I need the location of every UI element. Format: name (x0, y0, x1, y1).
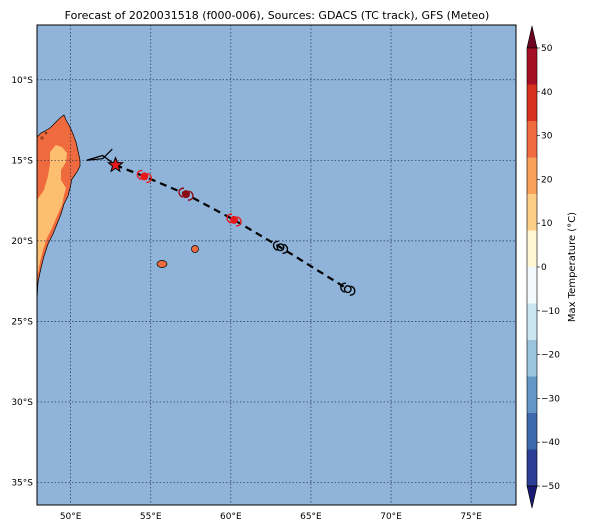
reunion-island (156, 260, 168, 268)
cyclone-arm (282, 243, 289, 254)
ocean (37, 25, 516, 505)
latitude-label: 15°S (11, 156, 33, 166)
colorbar-band (527, 48, 537, 85)
colorbar-tick-label: 50 (541, 44, 553, 54)
latitude-label: 20°S (11, 237, 33, 247)
cyclone-arm (187, 190, 194, 201)
longitude-labels: 50°E 55°E 60°E 65°E 70°E 75°E (60, 512, 482, 522)
colorbar-band (527, 267, 537, 304)
figure-title: Forecast of 2020031518 (f000-006), Sourc… (65, 9, 490, 22)
cyclone-arm (272, 240, 279, 251)
cyclone-arm (226, 213, 233, 224)
colorbar-band (527, 194, 537, 231)
colorbar-band (527, 157, 537, 194)
graticule (37, 25, 516, 505)
latitude-label: 30°S (11, 398, 33, 408)
colorbar-min-arrow (526, 485, 538, 509)
colorbar: 50 40 30 20 10 0 −10 −20 −30 −40 −50 Max Temperatu… (526, 25, 578, 509)
cyclone-arm (136, 169, 143, 181)
colorbar-tick-label: 0 (541, 263, 547, 273)
colorbar-band (527, 303, 537, 340)
cyclone-track (86, 148, 356, 296)
cyclone-arm (235, 216, 242, 227)
cyclone-symbol (272, 240, 289, 254)
latitude-label: 35°S (11, 478, 33, 488)
colorbar-band (527, 340, 537, 377)
cyclone-center (181, 190, 190, 199)
cyclone-symbol (136, 169, 153, 184)
cyclone-center (140, 172, 149, 181)
observed-track-line (86, 154, 116, 166)
colorbar-tick-label: −20 (541, 351, 560, 361)
longitude-label: 50°E (60, 512, 82, 522)
cyclone-arm (178, 187, 185, 198)
cyclone-center (276, 243, 285, 252)
colorbar-tick-label: 20 (541, 175, 553, 185)
colorbar-band (527, 376, 537, 413)
cyclone-symbol (340, 282, 356, 296)
colorbar-tick-label: 10 (541, 219, 553, 229)
latitude-label: 25°S (11, 317, 33, 327)
mauritius-island (191, 245, 199, 253)
cyclone-arm (340, 282, 346, 293)
colorbar-max-arrow (526, 25, 538, 49)
small-island (40, 136, 44, 140)
cyclone-arm (349, 285, 356, 296)
cyclone-symbol (226, 213, 242, 227)
colorbar-tick-label: −40 (541, 438, 560, 448)
longitude-label: 75°E (460, 512, 482, 522)
colorbar-band (527, 121, 537, 158)
small-island (44, 131, 48, 135)
longitude-label: 70°E (380, 512, 402, 522)
cyclone-arm (146, 172, 153, 184)
colorbar-band (527, 449, 537, 486)
cyclone-center (230, 215, 239, 224)
cyclone-symbol (178, 187, 194, 201)
colorbar-label: Max Temperature (°C) (567, 212, 578, 322)
current-position-star (107, 156, 124, 173)
colorbar-tick-label: −10 (541, 307, 560, 317)
madagascar-highlands (37, 145, 67, 276)
map-frame (36, 24, 517, 506)
latitude-labels: 10°S 15°S 20°S 25°S 30°S 35°S (11, 76, 33, 489)
longitude-label: 60°E (220, 512, 242, 522)
forecast-track-line (115, 164, 349, 291)
cyclone-center (343, 285, 352, 294)
longitude-label: 55°E (140, 512, 162, 522)
longitude-label: 65°E (300, 512, 322, 522)
colorbar-band (527, 230, 537, 267)
map-panel: 50°E 55°E 60°E 65°E 70°E 75°E 10°S 15°S 20°S 25°… (11, 24, 517, 522)
colorbar-band (527, 84, 537, 121)
colorbar-tick-label: 40 (541, 88, 553, 98)
colorbar-band (527, 413, 537, 450)
colorbar-tick-label: −50 (541, 482, 560, 492)
observed-track-branch (86, 148, 113, 161)
colorbar-tick-label: 30 (541, 132, 553, 142)
colorbar-tick-label: −30 (541, 394, 560, 404)
latitude-label: 10°S (11, 76, 33, 86)
